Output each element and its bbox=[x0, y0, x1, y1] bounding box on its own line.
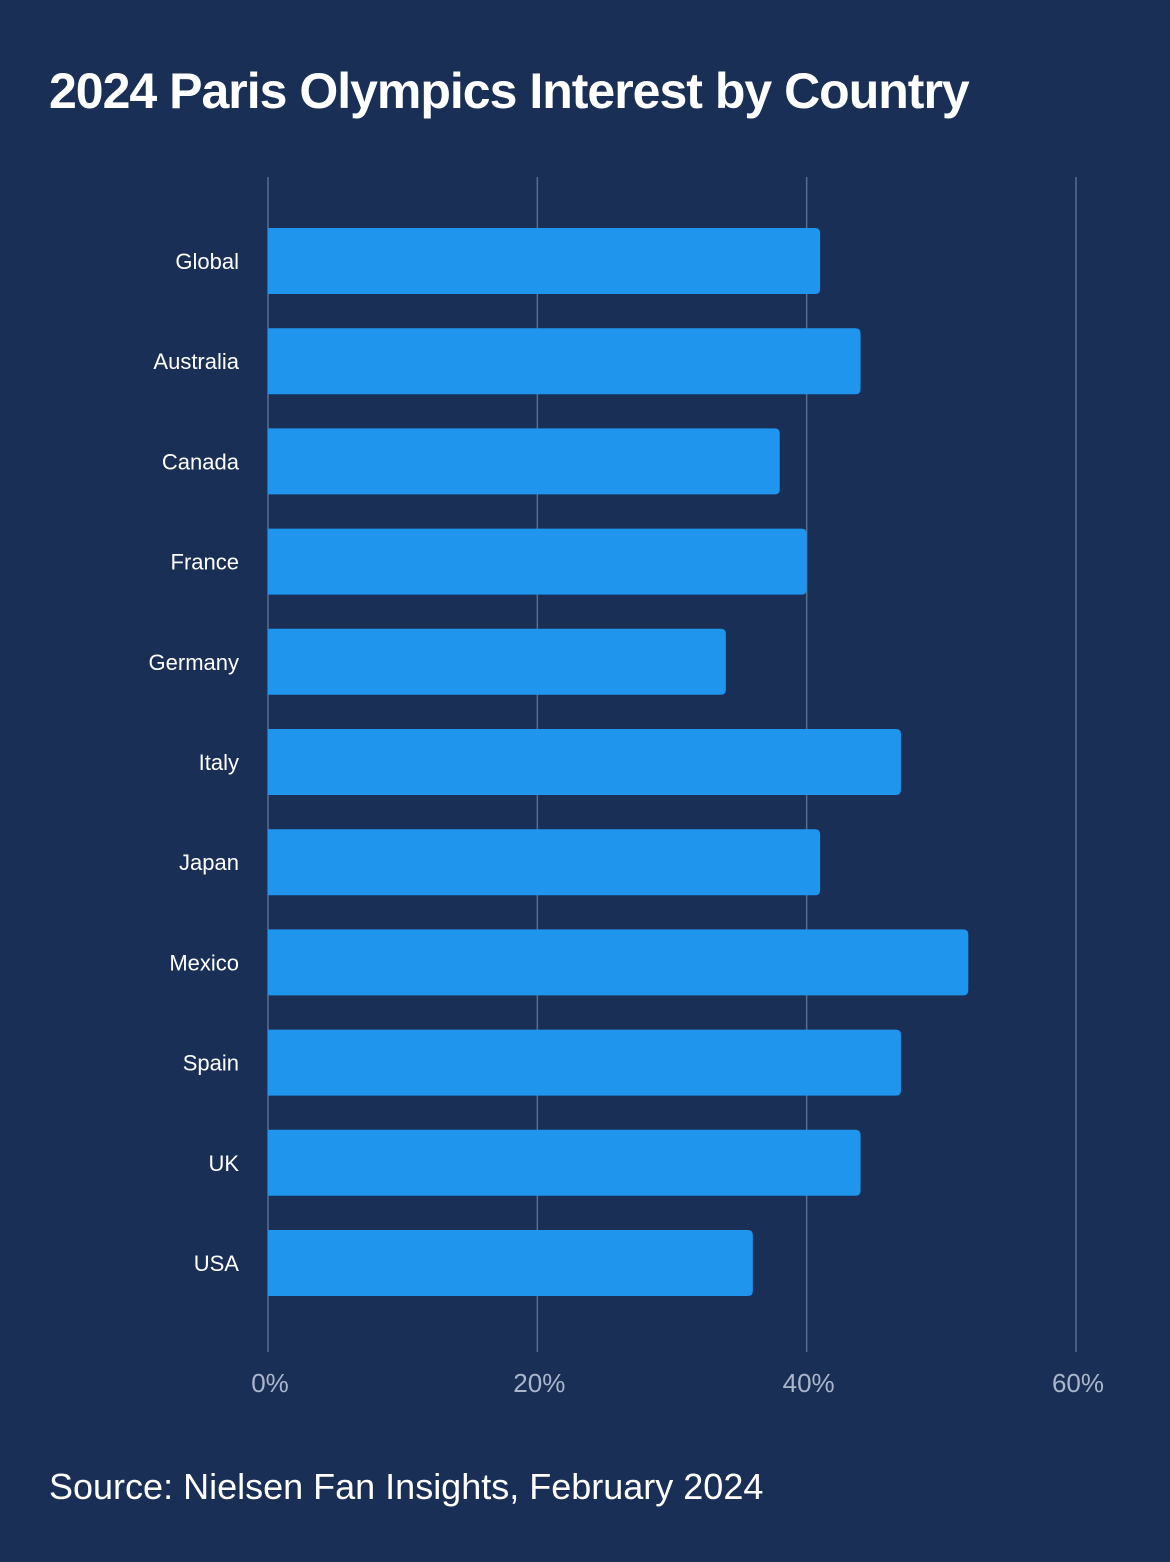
category-label: Australia bbox=[153, 349, 239, 374]
bar-spain bbox=[268, 1029, 901, 1096]
bar-uk bbox=[268, 1129, 861, 1196]
bar-usa bbox=[268, 1230, 753, 1296]
bar-global bbox=[268, 228, 821, 294]
category-label: Italy bbox=[199, 750, 239, 775]
x-tick-label: 60% bbox=[1052, 1368, 1104, 1398]
x-tick-label: 40% bbox=[783, 1368, 835, 1398]
category-label: Germany bbox=[149, 650, 239, 675]
category-label: Canada bbox=[162, 449, 240, 474]
category-label: Global bbox=[175, 249, 239, 274]
x-tick-label: 20% bbox=[513, 1368, 565, 1398]
category-label: Spain bbox=[183, 1051, 239, 1076]
category-label: Japan bbox=[179, 850, 239, 875]
category-label: Mexico bbox=[169, 950, 239, 975]
category-label: USA bbox=[194, 1251, 240, 1276]
bar-italy bbox=[268, 729, 901, 795]
x-tick-label: 0% bbox=[251, 1368, 289, 1398]
chart-title: 2024 Paris Olympics Interest by Country bbox=[49, 63, 970, 119]
bar-australia bbox=[268, 328, 861, 395]
bar-germany bbox=[268, 628, 726, 695]
source-note: Source: Nielsen Fan Insights, February 2… bbox=[49, 1466, 764, 1507]
bar-japan bbox=[268, 829, 821, 896]
category-label: UK bbox=[208, 1151, 239, 1176]
bar-france bbox=[268, 528, 807, 595]
bar-canada bbox=[268, 428, 780, 495]
bar-mexico bbox=[268, 929, 969, 996]
category-label: France bbox=[171, 550, 239, 575]
